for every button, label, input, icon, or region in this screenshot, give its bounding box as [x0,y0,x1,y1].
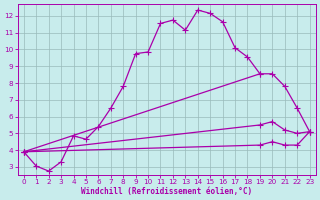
X-axis label: Windchill (Refroidissement éolien,°C): Windchill (Refroidissement éolien,°C) [81,187,252,196]
